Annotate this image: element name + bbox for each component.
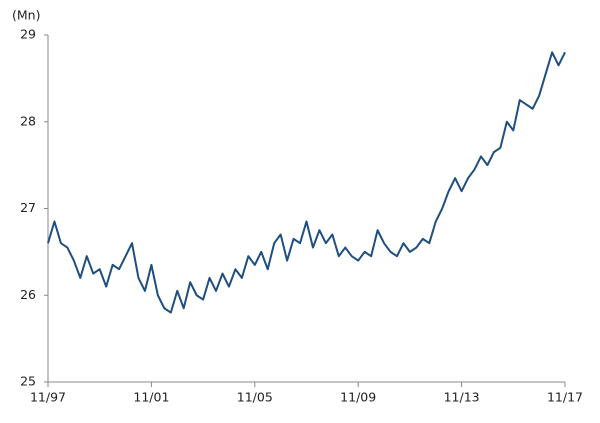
x-tick-label: 11/01 — [133, 390, 169, 405]
y-tick-label: 27 — [20, 200, 36, 215]
x-tick-label: 11/09 — [340, 390, 376, 405]
y-axis-label: (Mn) — [12, 8, 40, 23]
data-line — [47, 51, 566, 314]
y-tick-label: 28 — [20, 113, 36, 128]
x-tick-label: 11/17 — [547, 390, 583, 405]
x-tick-label: 11/97 — [30, 390, 66, 405]
y-tick-label: 26 — [20, 287, 36, 302]
x-tick-label: 11/13 — [444, 390, 480, 405]
y-tick-label: 25 — [20, 374, 36, 389]
y-tick-label: 29 — [20, 27, 36, 42]
x-tick-label: 11/05 — [237, 390, 273, 405]
